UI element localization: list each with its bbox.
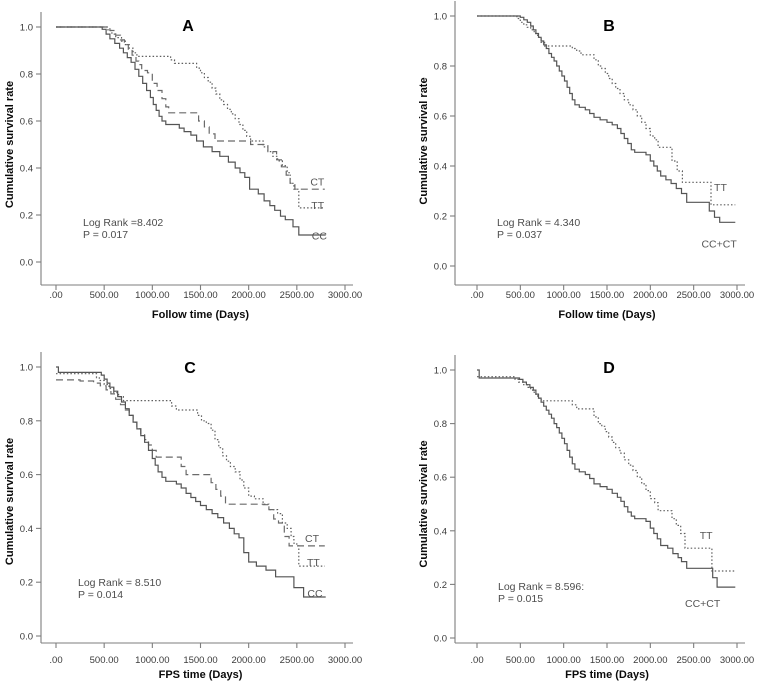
y-tick-label: 0.4 [20, 524, 33, 535]
y-tick-label: 0.0 [434, 634, 447, 645]
x-axis-title: FPS time (Days) [565, 669, 649, 681]
series-label-TT: TT [714, 182, 727, 194]
logrank-annotation: P = 0.017 [83, 229, 128, 241]
panel-letter: B [603, 18, 615, 35]
series-CT [56, 379, 325, 547]
x-tick-label: 2000.00 [231, 655, 265, 666]
x-tick-label: 1500.00 [183, 290, 217, 301]
survival-panel-a: 0.0 0.2 0.4 0.6 0.8 1.0 .00 500.00 1000.00 1500.0… [0, 0, 382, 346]
y-tick-label: 0.2 [20, 211, 33, 222]
survival-panel-c: 0.0 0.2 0.4 0.6 0.8 1.0 .00 500.00 1000.00 1500.0… [0, 346, 382, 693]
y-tick-label: 0.0 [20, 258, 33, 269]
y-tick-label: 0.2 [434, 212, 447, 223]
logrank-annotation: Log Rank = 8.596: [498, 581, 584, 593]
x-tick-label: 500.00 [506, 290, 535, 301]
y-tick-label: 0.6 [20, 470, 33, 481]
panel-letter: D [603, 360, 615, 377]
logrank-annotation: P = 0.037 [497, 229, 542, 241]
series-label-TT: TT [311, 200, 324, 212]
x-tick-label: 2500.00 [676, 290, 710, 301]
y-tick-label: 0.6 [434, 473, 447, 484]
series-label-CC+CT: CC+CT [701, 238, 737, 250]
logrank-annotation: P = 0.015 [498, 593, 543, 605]
y-axis-title: Cumulative survival rate [418, 77, 430, 204]
series-CC+CT [477, 15, 736, 223]
x-tick-label: 2000.00 [231, 290, 265, 301]
series-TT [477, 15, 736, 206]
x-tick-label: 1000.00 [546, 655, 580, 666]
logrank-annotation: Log Rank =8.402 [83, 217, 163, 229]
y-tick-label: 0.2 [434, 580, 447, 591]
y-tick-label: 0.6 [434, 112, 447, 123]
x-tick-label: 1000.00 [135, 655, 169, 666]
y-tick-label: 0.0 [434, 262, 447, 273]
y-axis-title: Cumulative survival rate [418, 440, 430, 567]
x-tick-label: .00 [470, 290, 483, 301]
x-axis-title: Follow time (Days) [152, 309, 250, 321]
panel-letter: C [184, 360, 196, 377]
y-tick-label: 0.4 [20, 164, 33, 175]
x-tick-label: 500.00 [506, 655, 535, 666]
y-tick-label: 0.8 [20, 416, 33, 427]
x-tick-label: 3000.00 [720, 290, 754, 301]
survival-panel-d: 0.0 0.2 0.4 0.6 0.8 1.0 .00 500.00 1000.00 1500.0… [382, 346, 764, 693]
y-tick-label: 1.0 [434, 12, 447, 23]
x-axis-title: Follow time (Days) [558, 309, 656, 321]
series-TT [56, 373, 325, 567]
x-tick-label: 1000.00 [546, 290, 580, 301]
y-tick-label: 0.8 [434, 62, 447, 73]
y-tick-label: 0.8 [434, 419, 447, 430]
x-tick-label: 1500.00 [183, 655, 217, 666]
series-label-CT: CT [310, 177, 325, 189]
x-tick-label: 3000.00 [328, 290, 362, 301]
x-tick-label: 1000.00 [135, 290, 169, 301]
x-tick-label: .00 [49, 655, 62, 666]
y-axis-title: Cumulative survival rate [4, 438, 16, 565]
series-label-CT: CT [305, 533, 320, 545]
x-tick-label: 1500.00 [590, 290, 624, 301]
x-tick-label: 3000.00 [720, 655, 754, 666]
x-axis-title: FPS time (Days) [159, 669, 243, 681]
series-CC+CT [477, 369, 736, 588]
y-tick-label: 0.2 [20, 578, 33, 589]
y-tick-label: 1.0 [20, 363, 33, 374]
x-tick-label: 2000.00 [633, 290, 667, 301]
series-CC [56, 366, 326, 598]
logrank-annotation: P = 0.014 [78, 589, 123, 601]
logrank-annotation: Log Rank = 4.340 [497, 217, 580, 229]
x-tick-label: 2500.00 [280, 655, 314, 666]
y-tick-label: 0.6 [20, 117, 33, 128]
series-label-CC+CT: CC+CT [685, 598, 721, 610]
series-label-CC: CC [312, 231, 328, 243]
series-TT [56, 26, 325, 209]
y-tick-label: 0.8 [20, 70, 33, 81]
series-label-TT: TT [700, 530, 713, 542]
x-tick-label: 500.00 [90, 655, 119, 666]
x-tick-label: .00 [49, 290, 62, 301]
x-tick-label: .00 [470, 655, 483, 666]
panel-letter: A [182, 18, 194, 35]
y-tick-label: 0.4 [434, 162, 447, 173]
survival-panel-b: 0.0 0.2 0.4 0.6 0.8 1.0 .00 500.00 1000.00 1500.0… [382, 0, 764, 346]
x-tick-label: 2500.00 [280, 290, 314, 301]
x-tick-label: 3000.00 [328, 655, 362, 666]
x-tick-label: 500.00 [90, 290, 119, 301]
series-label-CC: CC [307, 588, 323, 600]
y-tick-label: 1.0 [20, 23, 33, 34]
x-tick-label: 2000.00 [633, 655, 667, 666]
y-tick-label: 0.4 [434, 526, 447, 537]
series-TT [477, 376, 736, 572]
y-axis-title: Cumulative survival rate [4, 81, 16, 208]
y-tick-label: 1.0 [434, 366, 447, 377]
series-label-TT: TT [307, 557, 320, 569]
y-tick-label: 0.0 [20, 632, 33, 643]
logrank-annotation: Log Rank = 8.510 [78, 577, 161, 589]
series-CT [56, 26, 325, 190]
series-CC [56, 26, 326, 236]
x-tick-label: 1500.00 [590, 655, 624, 666]
x-tick-label: 2500.00 [676, 655, 710, 666]
